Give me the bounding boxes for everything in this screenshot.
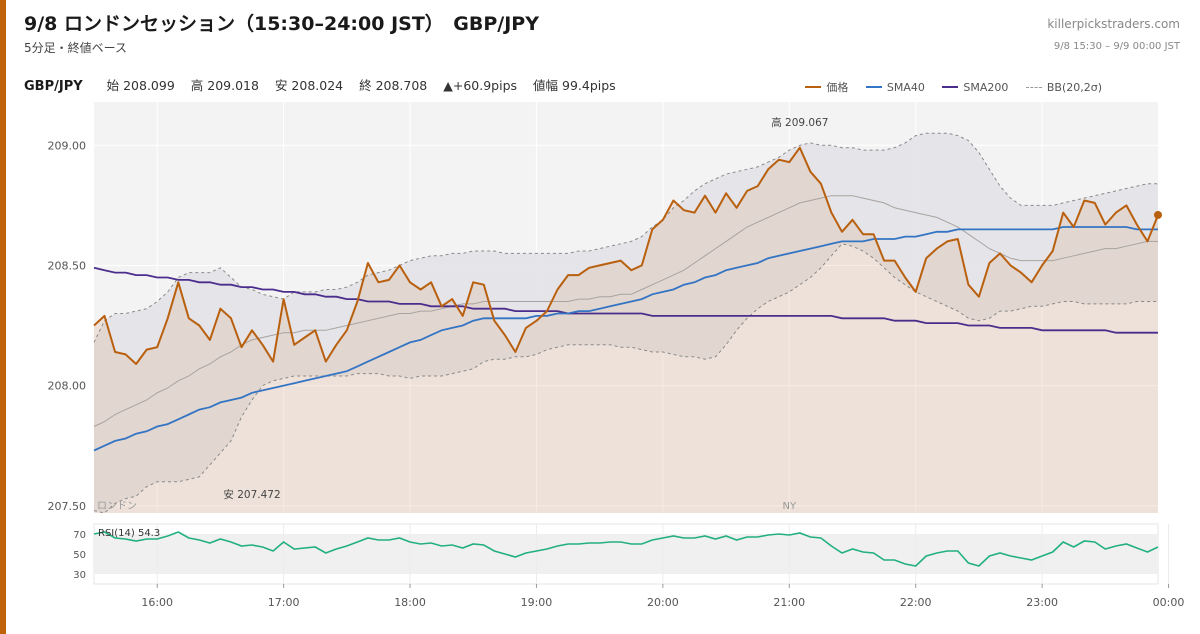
legend-bb-label: BB(20,2σ) [1046,81,1102,94]
legend-bb: BB(20,2σ) [1025,81,1102,94]
x-tick-label: 21:00 [773,596,805,609]
legend-sma200: SMA200 [942,81,1008,94]
legend-price-label: 価格 [826,81,849,94]
x-tick-label: 17:00 [268,596,300,609]
x-tick-label: 18:00 [394,596,426,609]
x-tick-label: 19:00 [521,596,553,609]
change-value: ▲+60.9pips [443,78,518,93]
legend-bb-swatch [1025,87,1042,88]
page-title: 9/8 ロンドンセッション（15:30–24:00 JST） GBP/JPY [24,13,539,35]
bb-upper-line [93,132,1158,343]
date-range: 9/8 15:30 – 9/9 00:00 JST [1053,41,1180,52]
y-tick-label: 209.00 [48,139,87,152]
width-value: 値幅 99.4pips [533,78,616,93]
bb-band-fill [94,133,1158,513]
ny-session-label: NY [782,501,796,512]
y-tick-label: 208.00 [48,380,87,393]
rsi-band [94,534,1158,574]
sma40-line [93,226,1158,452]
rsi-y-tick-label: 70 [73,530,86,541]
legend-sma200-label: SMA200 [963,80,1009,94]
last-price-dot [1154,210,1162,219]
legend-sma200-swatch [942,86,959,88]
high-annotation: 高 209.067 [771,116,828,129]
x-tick-label: 00:00 [1153,596,1185,609]
x-tick-label: 16:00 [141,596,173,609]
y-tick-label: 208.50 [48,259,87,272]
stats-bar: GBP/JPY 始 208.099 高 209.018 安 208.024 終 … [24,75,628,94]
sma200-line [93,266,1158,334]
legend-price-swatch [805,86,822,88]
chart-legend: 価格 SMA40 SMA200 BB(20,2σ) [791,78,1102,95]
legend-sma40-label: SMA40 [886,80,925,94]
site-name: killerpickstraders.com [1047,17,1180,31]
accent-bar [0,0,6,634]
rsi-label: RSI(14) 54.3 [98,528,160,539]
rsi-line [93,531,1159,567]
open-value: 始 208.099 [106,78,175,93]
pair-label: GBP/JPY [24,79,83,94]
price-line [93,146,1159,365]
legend-sma40: SMA40 [865,80,925,94]
bb-mid-line [93,195,1158,427]
low-annotation: 安 207.472 [223,488,280,501]
legend-sma40-swatch [865,86,882,88]
low-value: 安 208.024 [274,78,344,93]
high-value: 高 209.018 [190,78,259,93]
rsi-y-tick-label: 30 [73,570,86,581]
legend-price: 価格 [805,79,848,95]
rsi-y-tick-label: 50 [73,550,86,561]
x-tick-label: 23:00 [1026,596,1058,609]
close-value: 終 208.708 [359,78,428,93]
page-subtitle: 5分足・終値ベース [24,41,128,55]
london-session-label: ロンドン [97,501,137,512]
price-area-fill [94,147,1158,513]
x-tick-label: 20:00 [647,596,679,609]
y-tick-label: 207.50 [48,500,87,513]
x-tick-label: 22:00 [900,596,932,609]
